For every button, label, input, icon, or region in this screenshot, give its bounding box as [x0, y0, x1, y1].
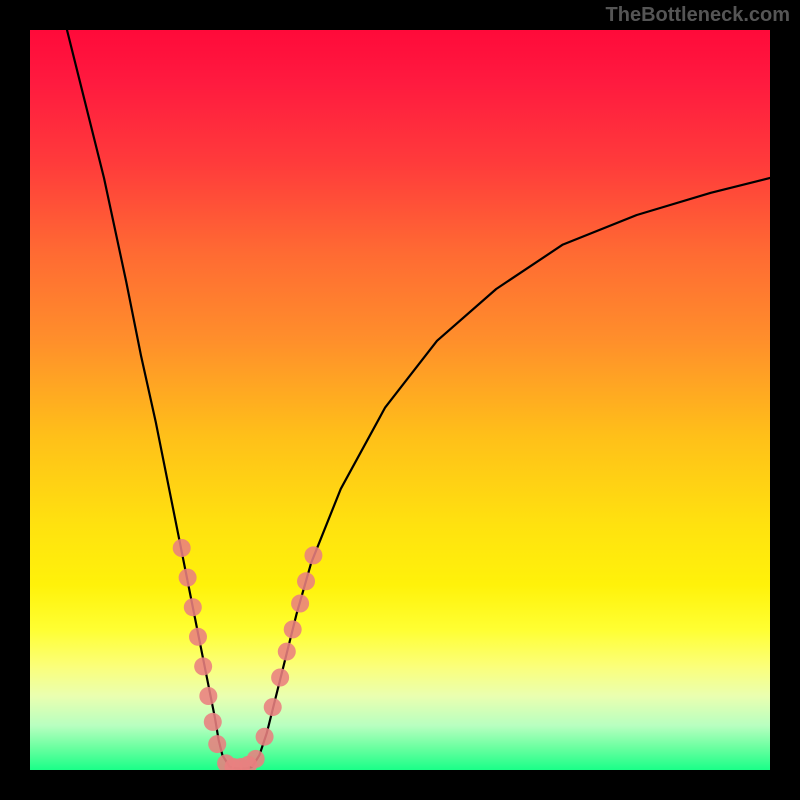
data-marker [271, 669, 289, 687]
data-marker [194, 657, 212, 675]
data-marker [199, 687, 217, 705]
data-marker [256, 728, 274, 746]
data-marker [247, 750, 265, 768]
chart-container: TheBottleneck.com [0, 0, 800, 800]
watermark-text: TheBottleneck.com [606, 4, 790, 27]
data-marker [291, 595, 309, 613]
data-marker [284, 620, 302, 638]
plot-area [30, 30, 770, 770]
data-marker [304, 546, 322, 564]
data-marker [179, 569, 197, 587]
data-marker [297, 572, 315, 590]
data-marker [189, 628, 207, 646]
bottleneck-chart [0, 0, 800, 800]
data-marker [208, 735, 226, 753]
data-marker [264, 698, 282, 716]
data-marker [173, 539, 191, 557]
data-marker [184, 598, 202, 616]
data-marker [204, 713, 222, 731]
data-marker [278, 643, 296, 661]
